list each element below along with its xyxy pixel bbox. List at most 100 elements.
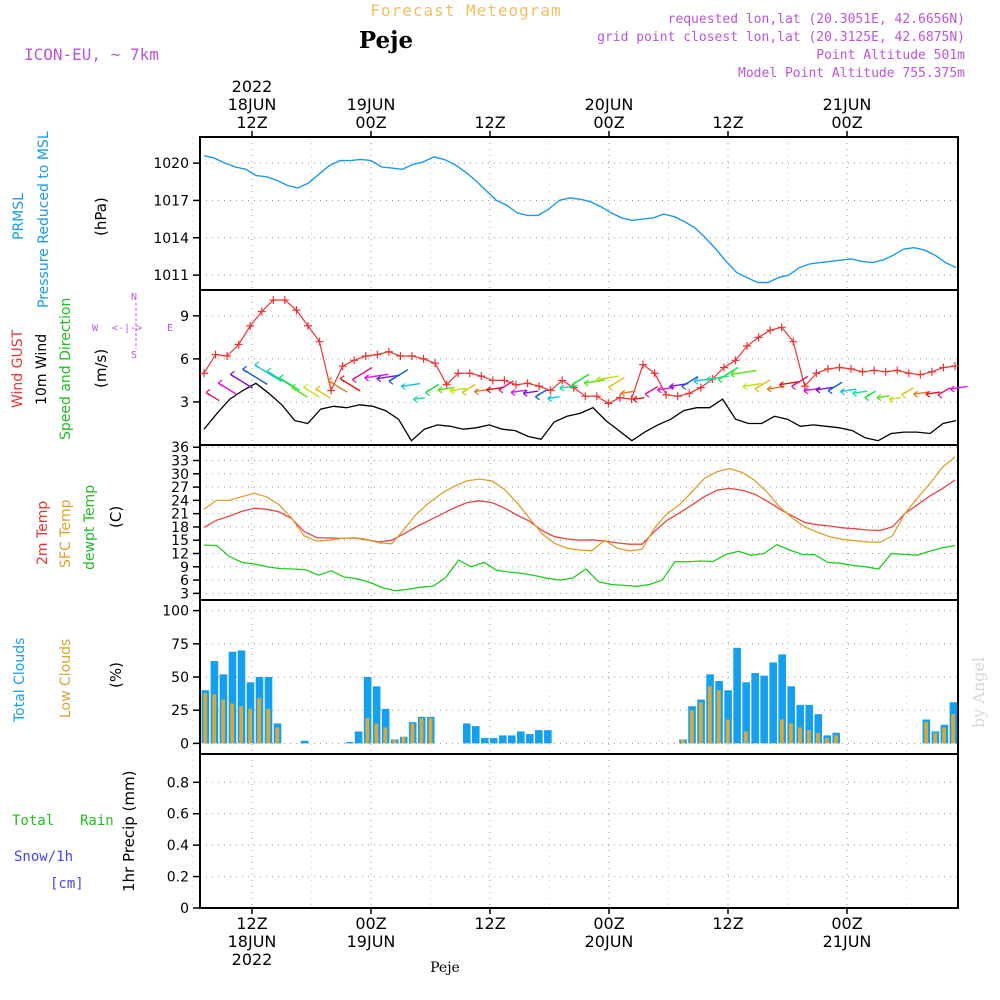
panel-frame-pressure [199,136,959,291]
wind-arrow-head [461,388,467,396]
total-cloud-bar [363,677,372,744]
low-cloud-bar [374,723,379,744]
panel-frames [199,136,959,909]
gust-marker [777,323,786,332]
time-label-bottom: 19JUN [347,932,396,951]
model-label: ICON-EU, ~ 7km [24,45,159,64]
low-cloud-bar [933,732,938,744]
wind-arrow-head [400,382,406,390]
wind-arrow-head [535,393,540,401]
temp2m-line [203,479,956,545]
gust-marker [592,392,601,401]
wind-arrow-head [217,379,223,387]
compass-w: W [92,323,99,334]
wind-arrow [876,395,890,399]
gust-marker [396,352,405,361]
gust-marker [373,350,382,359]
panel-frame-temp [199,444,959,601]
gust-marker [581,392,590,401]
time-label-bottom: 12Z [712,914,743,933]
total-cloud-bar [228,651,237,744]
gust-marker [211,350,220,359]
gust-marker [558,376,567,385]
wind-arrow-head [730,370,735,378]
pressure-unit: (hPa) [92,197,110,236]
y-tick-label-clouds: 25 [171,703,189,719]
snow-label: Snow/1h [14,849,73,865]
low-cloud-bar [410,723,415,744]
low-cloud-bar [680,739,685,744]
total-cloud-bar [517,731,525,744]
wind-arrow-head [413,395,418,403]
low-cloud-bar [203,692,208,744]
gust-marker [384,347,393,356]
wind-arrow-head [510,388,516,396]
wind-arrow-head [303,383,308,391]
wind-arrow-head [840,388,845,396]
gust-marker [858,367,867,376]
gust-marker [719,363,728,372]
y-tick-label-precip: 0.6 [167,807,189,823]
y-tick-label-clouds: 0 [180,736,189,752]
wind-arrow-head [596,376,601,384]
point-altitude: Point Altitude 501m [816,48,965,63]
gust-marker [234,340,243,349]
wind-arrow [840,388,857,393]
low-cloud-bar [725,719,730,744]
gust-marker [847,364,856,373]
wind-arrow-head [693,377,699,385]
total-cloud-bar [535,730,543,744]
y-tick-label-temp: 3 [180,586,189,602]
low-cloud-bar [924,722,928,744]
total-cloud-bar [796,704,804,744]
time-label-top: 21JUN [823,95,872,114]
location-title: Peje [359,27,413,54]
wind-arrow [401,382,421,388]
wind-arrow-head [864,394,870,402]
wind-arrow [510,389,527,394]
total-cloud-bar [508,735,516,744]
low-cloud-bar [248,708,253,744]
y-tick-label-temp: 9 [180,560,189,576]
time-label-top: 20JUN [585,95,634,114]
total-cloud-bar [526,734,534,744]
total-cloud-bar [724,690,732,744]
compass-n: N [131,292,137,303]
wind-arrow-head [559,384,565,392]
wind10m-label: 10m Wind [34,334,50,405]
temp-labels: 2m Temp SFC Temp dewpt Temp (C) [35,485,125,570]
wind-arrow-head [852,389,857,397]
time-label-bottom: 12Z [236,914,267,933]
wind-speed-line [203,382,957,442]
wind-arrow-head [925,390,931,398]
wind-arrow [584,379,606,384]
total-cloud-bar [237,650,246,744]
total-cloud-bar [787,686,795,744]
total-cloud-bar [805,704,814,744]
wind-arrow-head [901,391,906,399]
time-label-bottom: 12Z [474,914,505,933]
gust-marker [812,369,821,378]
gust-marker [511,380,520,389]
wind-arrow-head [339,375,345,383]
wind-arrow-head [669,382,674,390]
low-cloud-bar [807,730,811,744]
wind-arrow-head [498,386,504,394]
wind-arrow-head [608,383,613,391]
wind-arrow-head [230,370,235,378]
total-cloud-bar [778,654,786,744]
prmsl-label: PRMSL [11,193,27,240]
wind-arrow-head [266,367,272,375]
total-cloud-label: Total Clouds [12,638,28,723]
wind-arrow-head [522,389,528,397]
total-cloud-bar [345,742,354,744]
wind-arrow [437,386,455,391]
time-label-bottom: 00Z [593,914,624,933]
wind-arrow [950,385,968,390]
gust-marker [269,296,278,305]
gust-marker [939,363,948,372]
low-cloud-bar [816,732,820,744]
time-label-bottom: 20JUN [585,932,634,951]
